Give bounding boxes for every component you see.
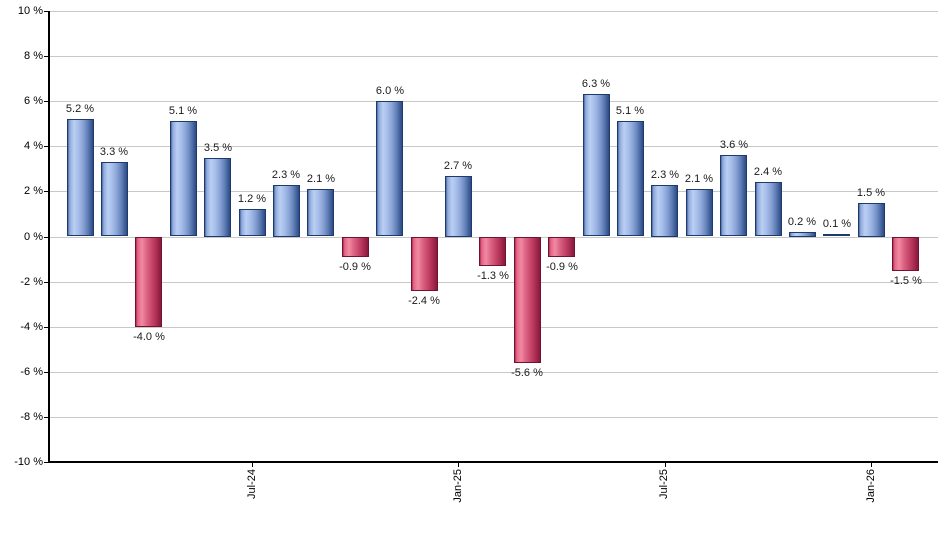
y-axis-tick-label: -4 % <box>20 321 43 333</box>
y-axis-tick-label: 6 % <box>24 95 43 107</box>
positive-bar <box>376 101 403 236</box>
x-axis-tick <box>665 462 666 467</box>
gridline <box>49 101 938 102</box>
positive-bar <box>686 189 713 236</box>
positive-bar <box>651 185 678 237</box>
positive-bar <box>239 209 266 236</box>
x-axis-tick-label: Jul-24 <box>246 469 258 499</box>
x-axis-tick <box>458 462 459 467</box>
y-axis-tick <box>44 101 49 102</box>
y-axis-tick <box>44 191 49 192</box>
bar-value-label: 3.6 % <box>719 139 749 151</box>
y-axis-tick-label: -8 % <box>20 411 43 423</box>
y-axis-tick-label: 4 % <box>24 140 43 152</box>
positive-bar <box>101 162 128 236</box>
gridline <box>49 56 938 57</box>
x-axis-tick-label: Jan-25 <box>452 469 464 503</box>
bar-value-label: 2.1 % <box>306 173 336 185</box>
negative-bar <box>135 237 162 327</box>
bar-value-label: 2.3 % <box>271 169 301 181</box>
x-axis-tick <box>252 462 253 467</box>
bar-value-label: 5.2 % <box>65 103 95 115</box>
gridline <box>49 11 938 12</box>
y-axis-tick <box>44 11 49 12</box>
x-axis-tick-label: Jan-26 <box>865 469 877 503</box>
y-axis-tick-label: -2 % <box>20 276 43 288</box>
positive-bar <box>583 94 610 236</box>
y-axis-tick-label: -6 % <box>20 366 43 378</box>
bar-value-label: 2.1 % <box>684 173 714 185</box>
negative-bar <box>892 237 919 271</box>
bar-value-label: 6.3 % <box>581 78 611 90</box>
gridline <box>49 372 938 373</box>
bar-value-label: 0.2 % <box>787 216 817 228</box>
y-axis-line <box>48 11 50 463</box>
x-axis-tick-label: Jul-25 <box>658 469 670 499</box>
y-axis-tick <box>44 237 49 238</box>
gridline <box>49 327 938 328</box>
bar-value-label: 2.3 % <box>650 169 680 181</box>
positive-bar <box>617 121 644 236</box>
y-axis-tick <box>44 462 49 463</box>
bar-value-label: 3.3 % <box>99 146 129 158</box>
bar-value-label: 6.0 % <box>375 85 405 97</box>
gridline <box>49 282 938 283</box>
negative-bar <box>479 237 506 266</box>
bar-value-label: -1.5 % <box>890 275 922 287</box>
bar-value-label: -5.6 % <box>511 367 543 379</box>
positive-bar <box>789 232 816 237</box>
positive-bar <box>170 121 197 236</box>
bar-value-label: -1.3 % <box>477 270 509 282</box>
y-axis-tick-label: 10 % <box>17 5 43 17</box>
bar-value-label: 3.5 % <box>203 142 233 154</box>
positive-bar <box>67 119 94 236</box>
positive-bar <box>823 234 850 236</box>
bar-value-label: 1.5 % <box>856 187 886 199</box>
y-axis-tick-label: 2 % <box>24 185 43 197</box>
bar-value-label: 1.2 % <box>237 193 267 205</box>
gridline <box>49 417 938 418</box>
y-axis-tick-label: -10 % <box>14 456 43 468</box>
bar-value-label: 5.1 % <box>615 105 645 117</box>
bar-value-label: 0.1 % <box>822 218 852 230</box>
bar-value-label: -0.9 % <box>546 261 578 273</box>
bar-value-label: 2.7 % <box>443 160 473 172</box>
negative-bar <box>411 237 438 291</box>
y-axis-tick-label: 8 % <box>24 50 43 62</box>
x-axis-tick <box>871 462 872 467</box>
y-axis-tick <box>44 282 49 283</box>
bar-value-label: 2.4 % <box>753 166 783 178</box>
positive-bar <box>445 176 472 237</box>
positive-bar <box>273 185 300 237</box>
y-axis-tick <box>44 146 49 147</box>
positive-bar <box>720 155 747 236</box>
gridline <box>49 191 938 192</box>
y-axis-tick <box>44 417 49 418</box>
y-axis-tick <box>44 56 49 57</box>
positive-bar <box>858 203 885 237</box>
y-axis-tick <box>44 372 49 373</box>
bar-value-label: -0.9 % <box>339 261 371 273</box>
bar-value-label: -2.4 % <box>408 295 440 307</box>
negative-bar <box>342 237 369 257</box>
positive-bar <box>307 189 334 236</box>
negative-bar <box>548 237 575 257</box>
y-axis-tick <box>44 327 49 328</box>
x-axis-line <box>48 461 938 463</box>
positive-bar <box>204 158 231 237</box>
positive-bar <box>755 182 782 236</box>
negative-bar <box>514 237 541 363</box>
gridline <box>49 146 938 147</box>
y-axis-tick-label: 0 % <box>24 231 43 243</box>
bar-value-label: -4.0 % <box>133 331 165 343</box>
bar-value-label: 5.1 % <box>168 105 198 117</box>
